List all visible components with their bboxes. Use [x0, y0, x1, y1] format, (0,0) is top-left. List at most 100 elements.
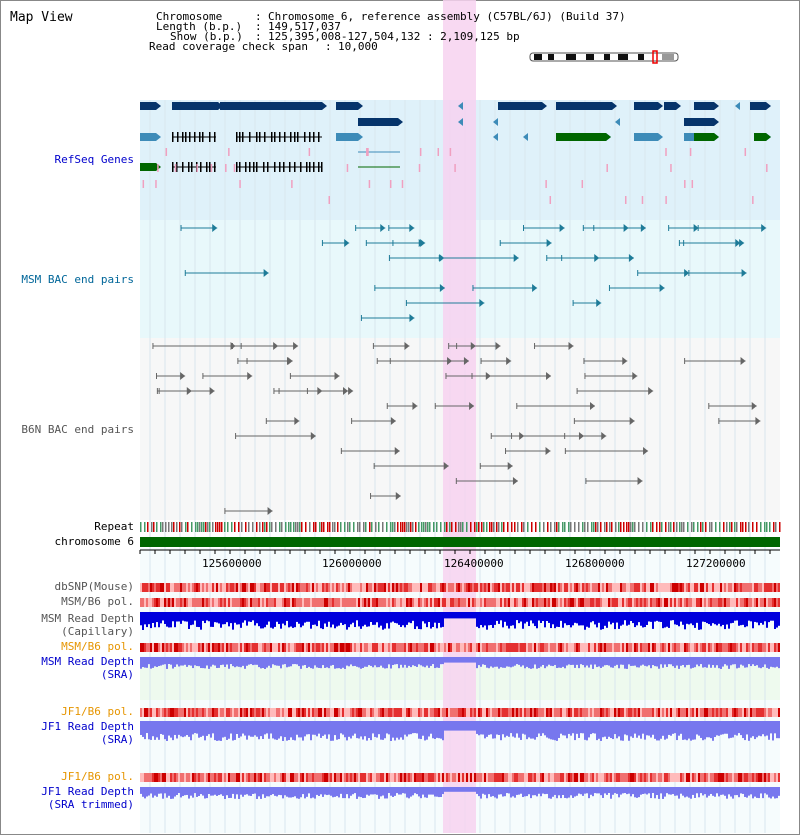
read-depth-bar [478, 787, 480, 797]
track-label-repeat[interactable]: Repeat [94, 520, 134, 533]
bac-end [741, 269, 747, 277]
polymorphism-mark [564, 583, 566, 592]
read-depth-bar [142, 657, 144, 668]
polymorphism-mark [768, 583, 770, 592]
track-label-jf1-depth-sra[interactable]: JF1 Read Depth [41, 720, 134, 733]
repeat-mark [433, 522, 435, 532]
gene-tick [328, 196, 331, 204]
polymorphism-mark [314, 598, 316, 607]
read-depth-bar [458, 721, 460, 731]
polymorphism-mark [410, 643, 412, 652]
read-depth-bar [684, 657, 686, 668]
read-depth-bar [356, 612, 358, 621]
polymorphism-mark [364, 583, 366, 592]
polymorphism-mark [158, 708, 160, 717]
track-label-dbsnp[interactable]: dbSNP(Mouse) [54, 580, 134, 593]
polymorphism-mark [772, 708, 774, 717]
read-depth-bar [690, 612, 692, 624]
track-label-jf1-b6-pol-2[interactable]: JF1/B6 pol. [61, 770, 134, 783]
track-label-jf1-depth-trim[interactable]: JF1 Read Depth [41, 785, 134, 798]
polymorphism-mark [396, 708, 398, 717]
polymorphism-mark [346, 583, 348, 592]
read-depth-bar [574, 721, 576, 741]
polymorphism-mark [306, 708, 308, 717]
read-depth-bar [648, 787, 650, 794]
info-sep: : [255, 20, 262, 33]
polymorphism-mark [196, 773, 198, 782]
axis-tick-label: 126400000 [444, 557, 504, 570]
polymorphism-mark [244, 598, 246, 607]
track-label-b6n-bac[interactable]: B6N BAC end pairs [21, 423, 134, 436]
polymorphism-mark [300, 583, 302, 592]
track-label-msm-b6-pol-1[interactable]: MSM/B6 pol. [61, 595, 134, 608]
repeat-mark [711, 522, 713, 532]
polymorphism-mark [644, 773, 646, 782]
polymorphism-mark [652, 643, 654, 652]
polymorphism-mark [690, 773, 692, 782]
repeat-mark [697, 522, 699, 532]
read-depth-bar [386, 657, 388, 669]
read-depth-bar [396, 657, 398, 665]
read-depth-bar [394, 787, 396, 796]
bac-end [648, 387, 654, 395]
read-depth-bar [736, 787, 738, 796]
polymorphism-mark [274, 708, 276, 717]
read-depth-bar [596, 721, 598, 741]
read-depth-bar [346, 787, 348, 795]
repeat-mark [357, 522, 359, 532]
polymorphism-mark [690, 598, 692, 607]
read-depth-bar [266, 657, 268, 668]
track-label-msm-bac[interactable]: MSM BAC end pairs [21, 273, 134, 286]
read-depth-bar [196, 721, 198, 734]
read-depth-bar [274, 657, 276, 666]
polymorphism-mark [370, 583, 372, 592]
read-depth-bar [200, 787, 202, 795]
track-label-jf1-b6-pol-1[interactable]: JF1/B6 pol. [61, 705, 134, 718]
read-depth-bar [406, 612, 408, 625]
polymorphism-mark [596, 773, 598, 782]
polymorphism-mark [606, 583, 608, 592]
polymorphism-mark [404, 598, 406, 607]
polymorphism-mark [550, 643, 552, 652]
read-depth-bar [332, 787, 334, 798]
polymorphism-mark [312, 708, 314, 717]
read-depth-bar [342, 612, 344, 626]
polymorphism-mark [198, 708, 200, 717]
read-depth-bar [448, 787, 450, 792]
track-label-refseq[interactable]: RefSeq Genes [54, 153, 134, 166]
polymorphism-mark [194, 708, 196, 717]
read-depth-bar [470, 657, 472, 663]
polymorphism-mark [542, 583, 544, 592]
repeat-mark [404, 522, 406, 532]
polymorphism-mark [598, 598, 600, 607]
read-depth-bar [284, 787, 286, 796]
polymorphism-mark [648, 598, 650, 607]
polymorphism-mark [422, 598, 424, 607]
polymorphism-mark [464, 708, 466, 717]
gene-arrow [458, 102, 463, 110]
polymorphism-mark [656, 583, 658, 592]
track-label-msm-depth-cap[interactable]: MSM Read Depth [41, 612, 134, 625]
polymorphism-mark [674, 708, 676, 717]
track-label-msm-b6-pol-2[interactable]: MSM/B6 pol. [61, 640, 134, 653]
polymorphism-mark [256, 773, 258, 782]
polymorphism-mark [374, 708, 376, 717]
read-depth-bar [172, 612, 174, 622]
polymorphism-mark [616, 598, 618, 607]
polymorphism-mark [290, 708, 292, 717]
read-depth-bar [428, 721, 430, 737]
polymorphism-mark [388, 643, 390, 652]
polymorphism-mark [182, 773, 184, 782]
track-label-chromosome[interactable]: chromosome 6 [54, 535, 134, 548]
polymorphism-mark [598, 773, 600, 782]
read-depth-bar [524, 787, 526, 797]
read-depth-bar [586, 787, 588, 794]
polymorphism-mark [324, 643, 326, 652]
read-depth-bar [222, 657, 224, 665]
polymorphism-mark [388, 598, 390, 607]
polymorphism-mark [300, 773, 302, 782]
read-depth-bar [410, 787, 412, 797]
polymorphism-mark [374, 583, 376, 592]
track-label-msm-depth-sra[interactable]: MSM Read Depth [41, 655, 134, 668]
